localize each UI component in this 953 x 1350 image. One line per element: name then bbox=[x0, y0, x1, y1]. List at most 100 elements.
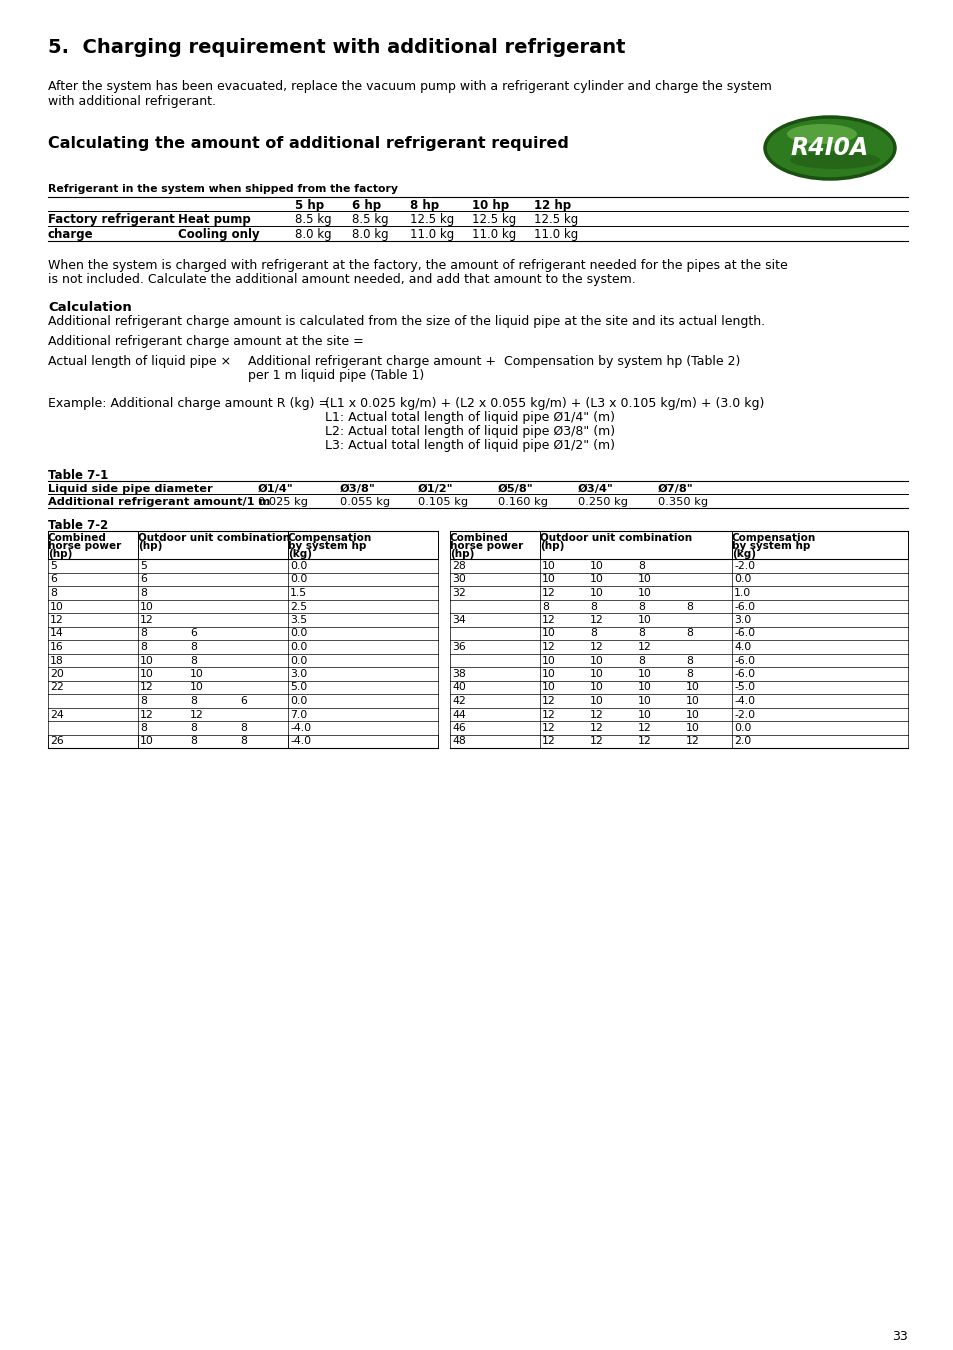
Text: Calculation: Calculation bbox=[48, 301, 132, 315]
Text: Ø5/8": Ø5/8" bbox=[497, 485, 533, 494]
Text: 3.0: 3.0 bbox=[733, 616, 750, 625]
Text: L2: Actual total length of liquid pipe Ø3/8" (m): L2: Actual total length of liquid pipe Ø… bbox=[325, 425, 615, 437]
Text: 8: 8 bbox=[685, 656, 692, 666]
Text: 12: 12 bbox=[589, 616, 603, 625]
Text: -4.0: -4.0 bbox=[290, 737, 311, 747]
Text: Ø7/8": Ø7/8" bbox=[658, 485, 693, 494]
Text: Outdoor unit combination: Outdoor unit combination bbox=[138, 533, 290, 543]
Text: 1.5: 1.5 bbox=[290, 589, 307, 598]
Text: R4I0A: R4I0A bbox=[790, 136, 868, 161]
Text: After the system has been evacuated, replace the vacuum pump with a refrigerant : After the system has been evacuated, rep… bbox=[48, 80, 771, 93]
Text: 8.0 kg: 8.0 kg bbox=[294, 228, 332, 242]
Text: 8: 8 bbox=[541, 602, 548, 612]
Text: 12: 12 bbox=[638, 724, 651, 733]
Text: 12: 12 bbox=[190, 710, 204, 720]
Text: 5 hp: 5 hp bbox=[294, 198, 324, 212]
Text: L3: Actual total length of liquid pipe Ø1/2" (m): L3: Actual total length of liquid pipe Ø… bbox=[325, 439, 615, 452]
Text: Ø1/2": Ø1/2" bbox=[417, 485, 453, 494]
Text: 1.0: 1.0 bbox=[733, 589, 750, 598]
Text: Outdoor unit combination: Outdoor unit combination bbox=[539, 533, 691, 543]
Text: 0.0: 0.0 bbox=[733, 575, 751, 585]
Text: 12: 12 bbox=[589, 643, 603, 652]
Text: (L1 x 0.025 kg/m) + (L2 x 0.055 kg/m) + (L3 x 0.105 kg/m) + (3.0 kg): (L1 x 0.025 kg/m) + (L2 x 0.055 kg/m) + … bbox=[325, 397, 763, 410]
Text: 8: 8 bbox=[685, 670, 692, 679]
Text: 0.160 kg: 0.160 kg bbox=[497, 497, 547, 508]
Text: horse power: horse power bbox=[450, 541, 522, 551]
Text: 0.0: 0.0 bbox=[290, 575, 307, 585]
Text: Additional refrigerant charge amount +  Compensation by system hp (Table 2): Additional refrigerant charge amount + C… bbox=[248, 355, 740, 369]
Text: 12: 12 bbox=[638, 643, 651, 652]
Text: 10: 10 bbox=[638, 670, 651, 679]
Text: Heat pump: Heat pump bbox=[178, 213, 251, 225]
Text: 12: 12 bbox=[140, 683, 153, 693]
Text: 10: 10 bbox=[638, 683, 651, 693]
Text: 8: 8 bbox=[638, 562, 644, 571]
Text: 48: 48 bbox=[452, 737, 465, 747]
Text: Additional refrigerant charge amount at the site =: Additional refrigerant charge amount at … bbox=[48, 335, 363, 348]
Text: 8: 8 bbox=[140, 724, 147, 733]
Text: 10: 10 bbox=[638, 589, 651, 598]
Text: 12: 12 bbox=[140, 710, 153, 720]
Text: 3.5: 3.5 bbox=[290, 616, 307, 625]
Text: 8: 8 bbox=[240, 737, 247, 747]
Text: 12: 12 bbox=[638, 737, 651, 747]
Text: 12: 12 bbox=[541, 737, 556, 747]
Text: 0.105 kg: 0.105 kg bbox=[417, 497, 468, 508]
Text: 12.5 kg: 12.5 kg bbox=[472, 213, 516, 225]
Text: 0.025 kg: 0.025 kg bbox=[257, 497, 308, 508]
Text: 0.0: 0.0 bbox=[290, 562, 307, 571]
Text: 0.0: 0.0 bbox=[290, 643, 307, 652]
Text: Ø3/4": Ø3/4" bbox=[578, 485, 613, 494]
Text: 10: 10 bbox=[685, 697, 700, 706]
Text: 6: 6 bbox=[240, 697, 247, 706]
Text: 12: 12 bbox=[541, 710, 556, 720]
Text: 6: 6 bbox=[190, 629, 196, 639]
Text: 28: 28 bbox=[452, 562, 465, 571]
Text: 42: 42 bbox=[452, 697, 465, 706]
Text: 10: 10 bbox=[541, 683, 556, 693]
Text: 10: 10 bbox=[140, 737, 153, 747]
Text: Additional refrigerant charge amount is calculated from the size of the liquid p: Additional refrigerant charge amount is … bbox=[48, 315, 764, 328]
Text: -4.0: -4.0 bbox=[733, 697, 755, 706]
Text: 10: 10 bbox=[541, 670, 556, 679]
Text: (hp): (hp) bbox=[138, 541, 162, 551]
Text: -6.0: -6.0 bbox=[733, 629, 755, 639]
Text: 12.5 kg: 12.5 kg bbox=[534, 213, 578, 225]
Text: When the system is charged with refrigerant at the factory, the amount of refrig: When the system is charged with refriger… bbox=[48, 259, 787, 271]
Text: 12: 12 bbox=[541, 616, 556, 625]
Text: 10: 10 bbox=[190, 670, 204, 679]
Text: 8: 8 bbox=[140, 643, 147, 652]
Text: -6.0: -6.0 bbox=[733, 670, 755, 679]
Text: 8.5 kg: 8.5 kg bbox=[294, 213, 332, 225]
Text: 36: 36 bbox=[452, 643, 465, 652]
Text: -5.0: -5.0 bbox=[733, 683, 755, 693]
Text: by system hp: by system hp bbox=[288, 541, 366, 551]
Text: 12: 12 bbox=[140, 616, 153, 625]
Text: Compensation: Compensation bbox=[731, 533, 816, 543]
Text: Example: Additional charge amount R (kg) =: Example: Additional charge amount R (kg)… bbox=[48, 397, 329, 410]
Text: 8: 8 bbox=[50, 589, 57, 598]
Text: 10: 10 bbox=[50, 602, 64, 612]
Text: 0.350 kg: 0.350 kg bbox=[658, 497, 707, 508]
Text: 5.  Charging requirement with additional refrigerant: 5. Charging requirement with additional … bbox=[48, 38, 625, 57]
Text: 11.0 kg: 11.0 kg bbox=[472, 228, 516, 242]
Text: 10: 10 bbox=[140, 602, 153, 612]
Text: 22: 22 bbox=[50, 683, 64, 693]
Text: 4.0: 4.0 bbox=[733, 643, 750, 652]
Text: Compensation: Compensation bbox=[288, 533, 372, 543]
Text: 12: 12 bbox=[589, 737, 603, 747]
Text: L1: Actual total length of liquid pipe Ø1/4" (m): L1: Actual total length of liquid pipe Ø… bbox=[325, 410, 615, 424]
Text: 10: 10 bbox=[541, 575, 556, 585]
Text: Refrigerant in the system when shipped from the factory: Refrigerant in the system when shipped f… bbox=[48, 184, 397, 194]
Text: 38: 38 bbox=[452, 670, 465, 679]
Text: 8.5 kg: 8.5 kg bbox=[352, 213, 388, 225]
Text: 10: 10 bbox=[589, 670, 603, 679]
Text: 10: 10 bbox=[685, 710, 700, 720]
Text: 33: 33 bbox=[891, 1330, 907, 1343]
Text: 8: 8 bbox=[638, 629, 644, 639]
Text: 10: 10 bbox=[685, 683, 700, 693]
Text: Combined: Combined bbox=[48, 533, 107, 543]
Text: (kg): (kg) bbox=[731, 549, 755, 559]
Text: 0.0: 0.0 bbox=[290, 697, 307, 706]
Text: Additional refrigerant amount/1 m: Additional refrigerant amount/1 m bbox=[48, 497, 270, 508]
